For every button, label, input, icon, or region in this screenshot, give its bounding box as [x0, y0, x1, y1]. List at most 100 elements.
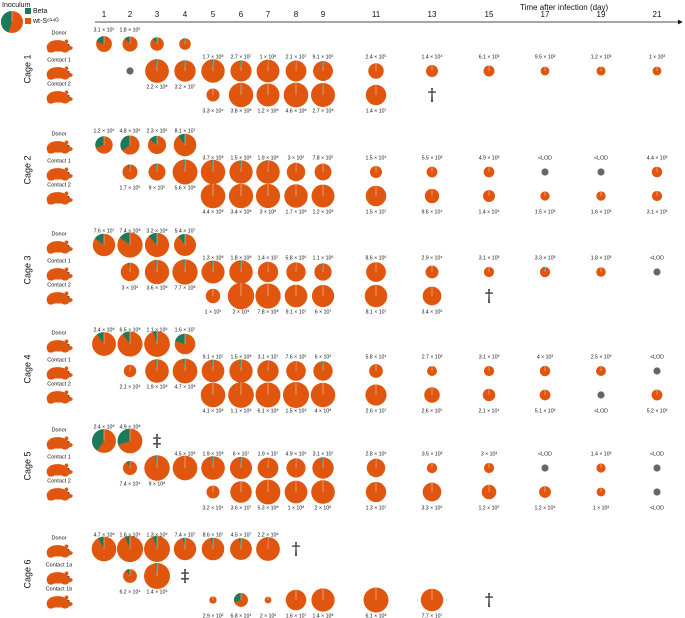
titer-label: 1.4 × 10⁹: [146, 589, 167, 595]
titer-label: 1.2 × 10⁴: [534, 505, 555, 511]
pie-beta: [94, 233, 104, 245]
cage-label: Cage 6: [22, 559, 32, 588]
cage-label: Cage 4: [22, 354, 32, 383]
pie-beta: [155, 259, 157, 272]
titer-label: 9.1 × 10⁷: [286, 309, 307, 315]
death-symbol: †: [292, 540, 301, 560]
titer-label: 4.5 × 10⁷: [231, 532, 252, 538]
titer-label: 2.7 × 10³: [422, 354, 443, 360]
titer-label: 1.4 × 10³: [591, 451, 612, 457]
titer-label: <LOD: [650, 255, 664, 261]
titer-label: 2 × 10²: [260, 613, 277, 618]
hamster-icon: [46, 240, 73, 254]
titer-label: 1.1 × 10⁹: [146, 327, 167, 333]
pie-beta: [128, 262, 130, 272]
titer-label: 6.8 × 10⁴: [230, 613, 251, 618]
titer-label: 1.5 × 10³: [535, 209, 556, 215]
row-label: Contact 1b: [46, 586, 73, 592]
pie-beta: [266, 261, 268, 272]
titer-label: 1.6 × 10⁹: [119, 532, 140, 538]
titer-label: 1.4 × 10⁷: [366, 108, 387, 114]
titer-label: 7.4 × 10⁸: [119, 228, 140, 234]
death-symbol: †: [428, 86, 437, 106]
pie-beta: [211, 59, 213, 71]
cage-label: Cage 3: [22, 255, 32, 284]
legend-title: Inoculum: [2, 2, 31, 9]
titer-label: 3.2 × 10⁷: [175, 84, 196, 90]
titer-label: 5.5 × 10³: [422, 155, 443, 161]
titer-label: 8.1 × 10⁷: [366, 309, 387, 315]
titer-label: 7.6 × 10⁶: [285, 354, 306, 360]
lod-dot: [126, 67, 134, 75]
titer-label: 3.5 × 10³: [422, 451, 443, 457]
pie-beta: [178, 133, 185, 145]
titer-label: 3.3 × 10⁶: [421, 505, 442, 511]
row-label: Contact 2: [47, 182, 71, 188]
pie-beta: [152, 536, 157, 549]
death-symbol: ‡: [181, 567, 190, 587]
pie-beta: [178, 233, 185, 245]
titer-label: 1.5 × 10⁹: [285, 408, 306, 414]
legend-swatch: [25, 18, 31, 24]
titer-label: 3.1 × 10³: [479, 255, 500, 261]
day-label: 19: [597, 10, 606, 19]
titer-label: 1.5 × 10⁸: [230, 155, 251, 161]
pie-beta: [124, 36, 130, 44]
titer-label: 1.3 × 10⁷: [366, 505, 387, 511]
titer-label: 7.6 × 10⁷: [94, 228, 115, 234]
hamster-icon: [46, 571, 73, 585]
titer-label: 3 × 10⁸: [260, 209, 277, 215]
hamster-icon: [46, 66, 73, 80]
titer-label: 2 × 10⁸: [315, 505, 332, 511]
titer-label: 3.8 × 10⁸: [230, 108, 251, 114]
day-label: 7: [266, 10, 271, 19]
pie-beta: [266, 457, 268, 468]
titer-label: 3.1 × 10⁷: [313, 451, 334, 457]
row-label: Contact 2: [47, 81, 71, 87]
pie-beta: [266, 537, 268, 549]
pie-beta: [155, 359, 157, 371]
lod-dot: [597, 168, 605, 176]
hamster-icon: [46, 90, 73, 104]
hamster-icon: [46, 544, 73, 558]
titer-label: 1.2 × 10⁸: [257, 108, 278, 114]
titer-label: 1.6 × 10⁷: [175, 327, 196, 333]
titer-label: 1.9 × 10⁸: [146, 384, 167, 390]
pie-beta: [239, 456, 241, 468]
pie-beta: [96, 36, 104, 44]
titer-label: 4.9 × 10⁸: [119, 424, 140, 430]
lod-dot: [653, 367, 661, 375]
lod-dot: [597, 391, 605, 399]
day-label: 5: [211, 10, 216, 19]
titer-label: 1.9 × 10⁸: [202, 451, 223, 457]
titer-label: 1.7 × 10⁸: [202, 54, 223, 60]
pie-beta: [153, 37, 157, 44]
titer-label: 2.1 × 10⁴: [478, 408, 499, 414]
pie-beta: [266, 59, 268, 71]
titer-label: 2.9 × 10²: [203, 613, 224, 618]
pie-beta: [294, 262, 296, 272]
titer-label: 1.1 × 10⁶: [312, 255, 333, 261]
pie-beta: [183, 159, 185, 172]
titer-label: 3.1 × 10⁵: [93, 27, 114, 33]
titer-label: 7.8 × 10⁵: [312, 155, 333, 161]
titer-label: 1 × 10⁸: [288, 505, 305, 511]
pie-beta: [182, 537, 185, 549]
titer-label: 8.1 × 10⁷: [175, 128, 196, 134]
titer-label: <LOD: [538, 451, 552, 457]
pie-beta: [175, 333, 185, 344]
lod-dot: [541, 168, 549, 176]
titer-label: 2.4 × 10⁵: [365, 54, 386, 60]
pie-beta: [126, 460, 130, 468]
titer-label: 9 × 10⁵: [149, 185, 166, 191]
titer-label: 1.9 × 10⁸: [257, 155, 278, 161]
titer-label: 4.4 × 10⁸: [202, 209, 223, 215]
pie-beta: [125, 569, 130, 576]
pie-beta: [155, 59, 157, 71]
titer-label: 3.4 × 10⁶: [421, 309, 442, 315]
lod-dot: [653, 464, 661, 472]
titer-label: 2.7 × 10⁷: [231, 54, 252, 60]
titer-label: <LOD: [594, 155, 608, 161]
titer-label: <LOD: [650, 505, 664, 511]
